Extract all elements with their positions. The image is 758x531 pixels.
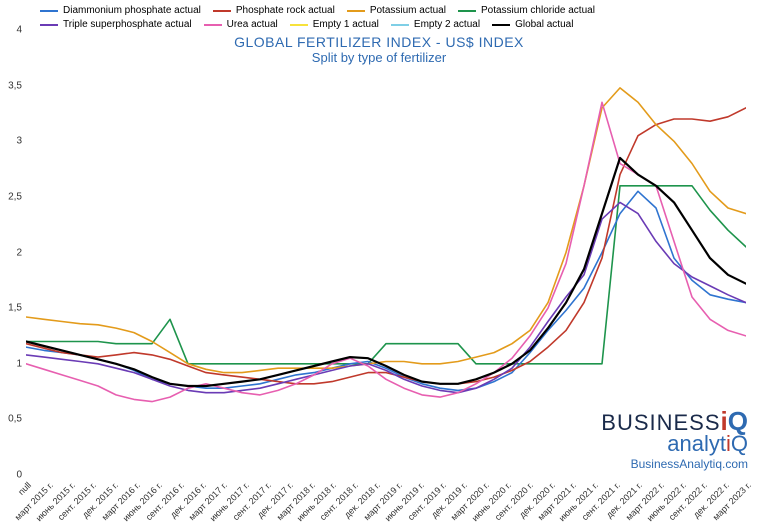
- legend-swatch: [204, 24, 222, 26]
- chart-container: Diammonium phosphate actual Phosphate roc…: [0, 0, 758, 531]
- x-axis-labels: nullмарт 2015 г.июнь 2015 г.сент. 2015 г…: [26, 476, 746, 528]
- legend-item-rock[interactable]: Phosphate rock actual: [213, 4, 335, 18]
- y-tick-label: 2,5: [4, 191, 22, 202]
- y-tick-label: 3: [4, 136, 22, 147]
- legend-swatch: [458, 10, 476, 12]
- y-tick-label: 0,5: [4, 414, 22, 425]
- legend-swatch: [40, 10, 58, 12]
- series-line-tsp: [26, 202, 746, 392]
- legend-item-potassium[interactable]: Potassium actual: [347, 4, 446, 18]
- legend-label: Diammonium phosphate actual: [63, 4, 201, 18]
- series-line-potassium: [26, 88, 746, 373]
- y-tick-label: 2: [4, 247, 22, 258]
- legend-swatch: [391, 24, 409, 26]
- legend-label: Phosphate rock actual: [236, 4, 335, 18]
- legend: Diammonium phosphate actual Phosphate roc…: [40, 4, 740, 32]
- series-line-rock: [26, 108, 746, 384]
- legend-label: Potassium chloride actual: [481, 4, 595, 18]
- series-line-urea: [26, 102, 746, 401]
- series-line-kcl: [26, 186, 746, 364]
- legend-swatch: [213, 10, 231, 12]
- legend-label: Potassium actual: [370, 4, 446, 18]
- legend-item-dap[interactable]: Diammonium phosphate actual: [40, 4, 201, 18]
- y-tick-label: 1: [4, 358, 22, 369]
- legend-item-kcl[interactable]: Potassium chloride actual: [458, 4, 595, 18]
- y-tick-label: 4: [4, 25, 22, 36]
- y-tick-label: 3,5: [4, 80, 22, 91]
- plot-area: 00,511,522,533,54: [26, 30, 746, 475]
- series-line-dap: [26, 191, 746, 390]
- legend-swatch: [290, 24, 308, 26]
- plot-svg: [26, 30, 746, 475]
- y-tick-label: 1,5: [4, 303, 22, 314]
- x-tick-label: null: [16, 480, 33, 497]
- legend-swatch: [40, 24, 58, 26]
- legend-swatch: [347, 10, 365, 12]
- legend-swatch: [492, 24, 510, 26]
- y-tick-label: 0: [4, 470, 22, 481]
